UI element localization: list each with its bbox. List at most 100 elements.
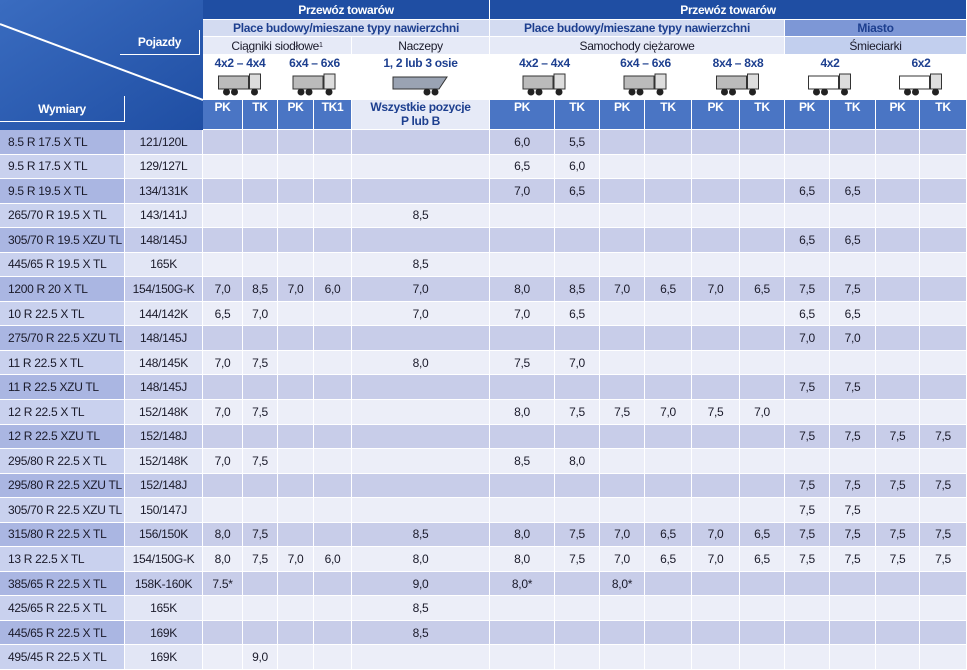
rating-cell (645, 203, 692, 229)
load-index: 165K (125, 596, 203, 621)
rating-cell (645, 449, 692, 474)
rating-cell (352, 179, 490, 204)
rating-cell: 5,5 (555, 130, 600, 155)
rating-cell (314, 350, 352, 376)
rating-cell: 6,5 (555, 301, 600, 327)
vehicle-icon (490, 71, 600, 100)
tire-size: 275/70 R 22.5 XZU TL (0, 326, 125, 351)
rating-cell (740, 596, 785, 621)
tire-size: 11 R 22.5 X TL (0, 350, 125, 376)
rating-cell (555, 375, 600, 400)
icon-part (423, 88, 431, 96)
rating-cell (490, 203, 555, 229)
rating-cell (314, 522, 352, 548)
rating-cell (314, 154, 352, 180)
rating-cell (785, 571, 830, 597)
rating-cell (830, 596, 876, 621)
rating-cell (243, 179, 278, 204)
rating-cell (278, 571, 314, 597)
rating-cell (785, 620, 830, 646)
rating-cell: 7,5 (830, 375, 876, 400)
rating-cell (600, 620, 645, 646)
tire-size: 385/65 R 22.5 X TL (0, 571, 125, 597)
rating-cell (243, 620, 278, 646)
rating-cell (920, 645, 967, 670)
rating-cell (692, 620, 740, 646)
rating-cell: 7,0 (692, 547, 740, 572)
column-label: TK (243, 100, 278, 130)
subgroup-title: Samochody ciężarowe (490, 37, 785, 55)
rating-cell: 6,5 (830, 179, 876, 204)
column-label: TK (555, 100, 600, 130)
icon-part (813, 88, 820, 96)
icon-part (821, 88, 828, 96)
rating-cell (490, 473, 555, 499)
rating-cell: 7,5 (830, 424, 876, 450)
icon-part (553, 73, 566, 90)
rating-cell: 7,5 (830, 547, 876, 572)
rating-cell: 8,0 (490, 522, 555, 548)
rating-cell (600, 596, 645, 621)
rating-cell (600, 375, 645, 400)
rating-cell (490, 375, 555, 400)
rating-cell: 6,5 (785, 228, 830, 253)
vehicle-icon (352, 71, 490, 100)
rating-cell (876, 203, 920, 229)
rating-cell: 6,5 (830, 301, 876, 327)
config-label: 4x2 – 4x4 (203, 55, 278, 71)
rating-cell (600, 424, 645, 450)
rating-cell: 7,5 (876, 473, 920, 499)
rating-cell (920, 301, 967, 327)
rating-cell (876, 498, 920, 523)
rating-cell: 8,5 (243, 277, 278, 302)
config-label: 4x2 (785, 55, 876, 71)
rating-cell: 7,5 (876, 522, 920, 548)
rating-cell (278, 645, 314, 670)
icon-part (392, 76, 448, 90)
vehicle-icon (600, 71, 692, 100)
icon-part (218, 75, 249, 90)
column-label: PK (876, 100, 920, 130)
rating-cell (740, 326, 785, 351)
rating-cell (352, 449, 490, 474)
rating-cell: 7,0 (645, 400, 692, 425)
rating-cell: 7,5 (830, 498, 876, 523)
rating-cell (876, 301, 920, 327)
rating-cell (314, 449, 352, 474)
rating-cell (645, 571, 692, 597)
config-label: 6x2 (876, 55, 967, 71)
load-index: 152/148J (125, 424, 203, 450)
rating-cell (314, 301, 352, 327)
load-index: 154/150G-K (125, 277, 203, 302)
subgroup-title: Śmieciarki (785, 37, 967, 55)
rating-cell: 7,0 (785, 326, 830, 351)
tire-size: 295/80 R 22.5 XZU TL (0, 473, 125, 499)
rating-cell (920, 375, 967, 400)
rating-cell: 6,5 (830, 228, 876, 253)
rating-cell: 6,5 (203, 301, 243, 327)
column-label: TK (645, 100, 692, 130)
rating-cell (740, 449, 785, 474)
tire-size: 11 R 22.5 XZU TL (0, 375, 125, 400)
rating-cell (740, 645, 785, 670)
rating-cell (740, 424, 785, 450)
rating-cell: 8,5 (352, 252, 490, 278)
rating-cell (352, 154, 490, 180)
icon-part (223, 88, 230, 96)
load-index: 129/127L (125, 154, 203, 180)
rating-cell (243, 571, 278, 597)
rating-cell (314, 130, 352, 155)
rating-cell (645, 473, 692, 499)
rating-cell (278, 350, 314, 376)
corner-background (0, 0, 203, 130)
rating-cell (645, 424, 692, 450)
rating-cell: 7,5 (555, 522, 600, 548)
rating-cell: 7,5 (830, 522, 876, 548)
icon-part (527, 88, 535, 96)
rating-cell (555, 620, 600, 646)
rating-cell (600, 498, 645, 523)
rating-cell (243, 375, 278, 400)
rating-cell: 7,5 (555, 400, 600, 425)
rating-cell: 7,0 (740, 400, 785, 425)
rating-cell (876, 645, 920, 670)
